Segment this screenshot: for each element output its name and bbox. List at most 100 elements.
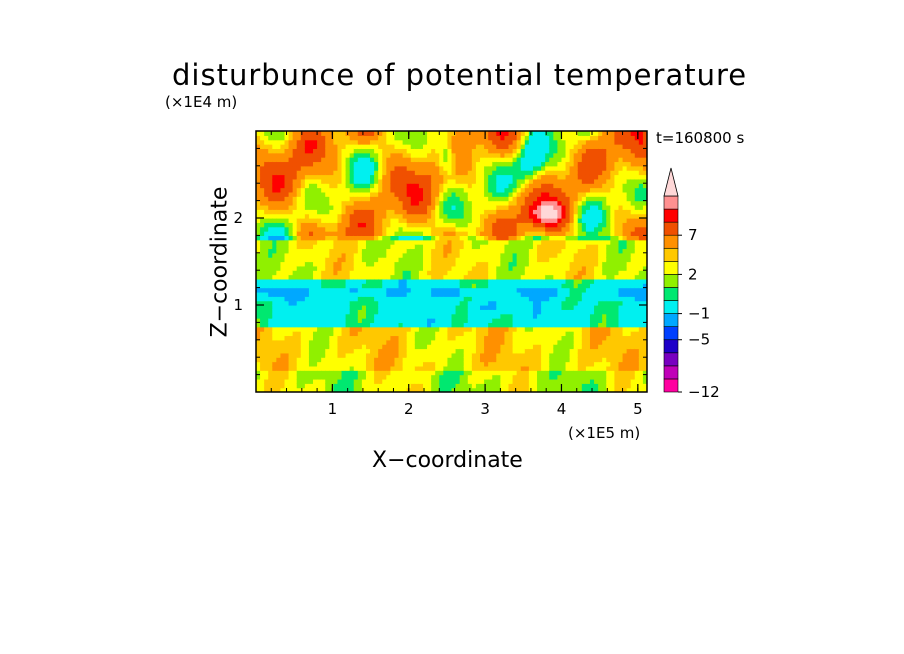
contour-cell xyxy=(398,244,404,250)
contour-cell xyxy=(256,322,261,328)
contour-cell xyxy=(435,300,440,306)
contour-cell xyxy=(480,191,485,197)
contour-cell xyxy=(284,235,290,241)
contour-cell xyxy=(443,139,449,145)
contour-cell xyxy=(374,305,379,310)
contour-cell xyxy=(459,131,465,136)
contour-cell xyxy=(427,348,432,354)
contour-cell xyxy=(304,361,310,367)
contour-cell xyxy=(296,374,302,380)
contour-cell xyxy=(496,165,501,171)
contour-cell xyxy=(471,239,477,245)
contour-cell xyxy=(512,270,518,276)
contour-cell xyxy=(488,157,493,163)
contour-cell xyxy=(439,161,444,167)
contour-cell xyxy=(280,270,286,276)
contour-cell xyxy=(459,261,465,267)
contour-cell xyxy=(272,239,277,245)
contour-cell xyxy=(467,383,473,389)
contour-cell xyxy=(280,374,286,380)
contour-cell xyxy=(475,196,481,202)
contour-cell xyxy=(561,274,567,280)
contour-cell xyxy=(455,313,461,319)
contour-cell xyxy=(557,161,563,167)
contour-cell xyxy=(447,283,453,289)
contour-cell xyxy=(313,270,318,276)
contour-cell xyxy=(451,291,457,297)
contour-cell xyxy=(520,152,526,158)
contour-cell xyxy=(455,139,461,145)
contour-cell xyxy=(256,365,261,371)
contour-cell xyxy=(300,309,306,315)
contour-cell xyxy=(451,383,457,389)
contour-cell xyxy=(264,339,269,345)
contour-cell xyxy=(378,270,383,276)
contour-cell xyxy=(357,348,363,354)
contour-cell xyxy=(378,283,383,289)
contour-cell xyxy=(573,135,579,141)
contour-cell xyxy=(321,357,326,363)
contour-cell xyxy=(504,300,510,306)
contour-cell xyxy=(349,383,355,389)
contour-cell xyxy=(402,218,408,223)
contour-cell xyxy=(439,370,444,376)
contour-cell xyxy=(553,270,558,276)
contour-cell xyxy=(573,161,579,167)
contour-cell xyxy=(418,196,424,202)
contour-cell xyxy=(512,331,518,337)
contour-cell xyxy=(317,131,322,136)
contour-cell xyxy=(459,200,465,206)
contour-cell xyxy=(459,213,465,219)
contour-cell xyxy=(386,139,391,145)
contour-cell xyxy=(349,339,355,345)
contour-cell xyxy=(280,252,286,258)
contour-cell xyxy=(541,261,546,267)
contour-cell xyxy=(398,135,404,141)
contour-cell xyxy=(256,139,261,145)
contour-cell xyxy=(260,191,265,197)
contour-cell xyxy=(292,183,298,189)
contour-cell xyxy=(451,135,457,141)
contour-cell xyxy=(553,139,558,145)
contour-cell xyxy=(329,296,334,302)
contour-cell xyxy=(435,239,440,245)
contour-cell xyxy=(337,231,343,236)
contour-cell xyxy=(524,365,530,371)
contour-cell xyxy=(333,222,339,228)
contour-cell xyxy=(329,218,334,223)
contour-cell xyxy=(288,365,294,371)
contour-cell xyxy=(341,157,347,163)
contour-cell xyxy=(435,305,440,310)
contour-cell xyxy=(471,309,477,315)
contour-cell xyxy=(341,283,347,289)
contour-cell xyxy=(484,374,489,380)
contour-cell xyxy=(585,335,591,341)
contour-cell xyxy=(398,183,404,189)
contour-cell xyxy=(276,331,282,337)
contour-cell xyxy=(431,309,436,315)
contour-cell xyxy=(496,222,501,228)
contour-cell xyxy=(418,361,424,367)
contour-cell xyxy=(475,278,481,284)
contour-cell xyxy=(532,274,538,280)
contour-cell xyxy=(370,348,375,354)
contour-cell xyxy=(492,170,497,176)
contour-cell xyxy=(370,231,375,236)
contour-cell xyxy=(581,370,587,376)
contour-cell xyxy=(313,383,318,389)
contour-cell xyxy=(361,348,367,354)
contour-cell xyxy=(471,270,477,276)
contour-cell xyxy=(467,135,473,141)
contour-cell xyxy=(325,191,330,197)
contour-cell xyxy=(447,226,453,232)
contour-cell xyxy=(480,144,485,149)
contour-cell xyxy=(374,274,379,280)
contour-cell xyxy=(422,335,428,341)
contour-cell xyxy=(492,270,497,276)
contour-cell xyxy=(292,196,298,202)
contour-cell xyxy=(325,157,330,163)
contour-cell xyxy=(292,265,298,271)
contour-cell xyxy=(537,335,542,341)
contour-cell xyxy=(268,261,273,267)
contour-cell xyxy=(463,313,469,319)
